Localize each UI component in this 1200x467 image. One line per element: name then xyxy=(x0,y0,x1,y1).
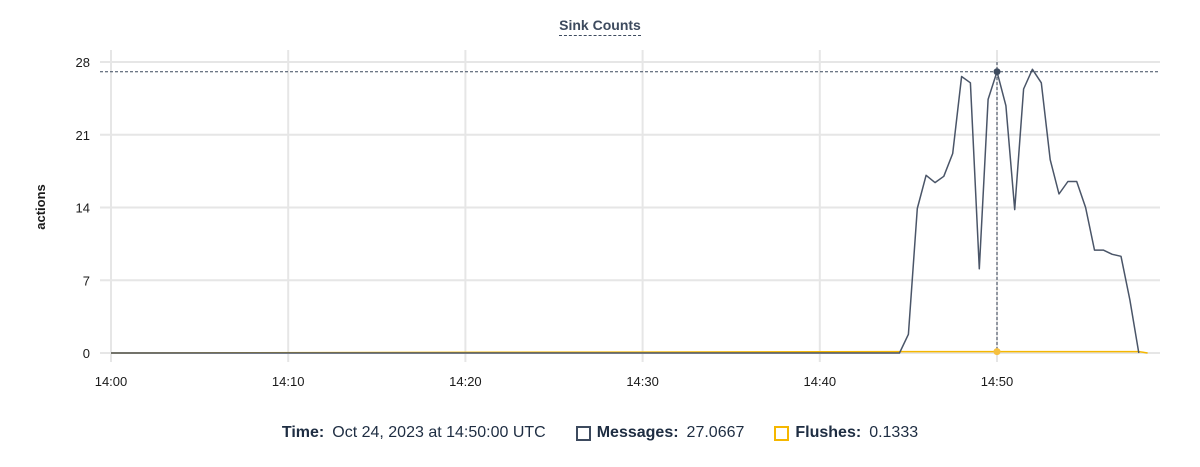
y-axis-label: actions xyxy=(33,184,48,230)
y-tick-label: 28 xyxy=(76,55,90,70)
time-label: Time: xyxy=(281,424,325,441)
flushes-label: Flushes: xyxy=(795,424,862,441)
y-tick-label: 21 xyxy=(76,128,90,143)
messages-hover-point xyxy=(993,68,1001,76)
series-lines xyxy=(110,68,1148,354)
x-tick-label: 14:40 xyxy=(804,374,837,389)
x-tick-label: 14:00 xyxy=(95,374,128,389)
x-tick-label: 14:10 xyxy=(272,374,305,389)
messages-label: Messages: xyxy=(596,424,679,441)
x-tick-label: 14:50 xyxy=(981,374,1014,389)
x-axis-ticks: 14:00 14:10 14:20 14:30 14:40 14:50 xyxy=(95,374,1014,389)
x-tick-label: 14:30 xyxy=(626,374,659,389)
grid xyxy=(100,50,1160,362)
chart-title-text: Sink Counts xyxy=(559,17,641,36)
hover-crosshair xyxy=(100,62,1160,356)
flushes-swatch[interactable] xyxy=(774,425,790,441)
messages-line xyxy=(111,68,1140,354)
flushes-value: 0.1333 xyxy=(869,424,919,441)
chart-title: Sink Counts xyxy=(0,17,1200,36)
y-tick-label: 7 xyxy=(83,273,90,288)
time-value: Oct 24, 2023 at 14:50:00 UTC xyxy=(332,424,546,441)
y-tick-label: 14 xyxy=(76,201,90,216)
messages-swatch[interactable] xyxy=(575,425,591,441)
x-tick-label: 14:20 xyxy=(449,374,482,389)
hover-legend: Time: Oct 24, 2023 at 14:50:00 UTC Messa… xyxy=(0,424,1200,442)
y-axis-ticks: 0 7 14 21 28 xyxy=(76,55,90,361)
messages-value: 27.0667 xyxy=(686,424,745,441)
flushes-hover-point xyxy=(993,348,1001,356)
y-tick-label: 0 xyxy=(83,346,90,361)
